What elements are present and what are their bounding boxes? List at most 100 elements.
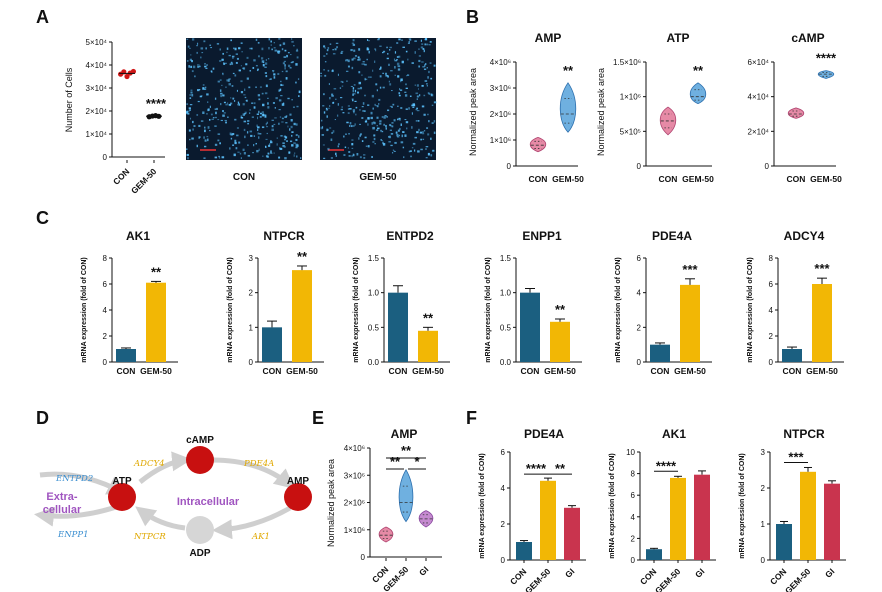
cell-speck bbox=[298, 90, 301, 94]
cell-speck bbox=[237, 151, 240, 153]
cell-speck bbox=[380, 129, 382, 132]
cell-speck bbox=[359, 134, 361, 137]
cell-speck bbox=[392, 103, 395, 106]
y-tick-label: 5×10⁴ bbox=[86, 38, 108, 47]
y-tick-label: 8 bbox=[103, 254, 108, 263]
y-tick-label: 5×10⁵ bbox=[620, 127, 641, 136]
cell-speck bbox=[400, 78, 403, 82]
cell-speck bbox=[255, 86, 257, 88]
cell-speck bbox=[219, 60, 222, 62]
cell-speck bbox=[266, 126, 269, 128]
cell-speck bbox=[380, 138, 382, 141]
cell-speck bbox=[220, 119, 223, 122]
cell-speck bbox=[408, 150, 411, 153]
cell-speck bbox=[245, 100, 248, 102]
cell-speck bbox=[270, 44, 272, 46]
cell-speck bbox=[221, 58, 224, 61]
x-tick-label: GEM-50 bbox=[412, 366, 444, 376]
cell-speck bbox=[352, 43, 356, 46]
cell-speck bbox=[379, 45, 382, 47]
cell-speck bbox=[426, 127, 429, 129]
cell-speck bbox=[299, 157, 302, 159]
cell-speck bbox=[212, 117, 215, 119]
cell-speck bbox=[322, 93, 325, 96]
cell-speck bbox=[382, 50, 386, 53]
cell-speck bbox=[394, 141, 397, 144]
x-tick-label: GI bbox=[563, 566, 576, 579]
cell-speck bbox=[264, 62, 268, 65]
chart-title: NTPCR bbox=[783, 427, 825, 441]
cell-speck bbox=[225, 103, 228, 106]
cell-speck bbox=[383, 123, 386, 126]
y-tick-label: 2 bbox=[637, 323, 642, 332]
x-tick-label: CON bbox=[508, 566, 528, 586]
cell-speck bbox=[419, 94, 421, 97]
cell-speck bbox=[404, 91, 407, 93]
cell-speck bbox=[433, 64, 436, 67]
x-tick-label: CON bbox=[263, 366, 282, 376]
cell-speck bbox=[381, 116, 384, 118]
cell-speck bbox=[204, 139, 207, 142]
y-axis-label: Number of Cells bbox=[64, 67, 74, 132]
cell-speck bbox=[243, 120, 247, 123]
cell-speck bbox=[347, 108, 350, 110]
y-tick-label: 3 bbox=[761, 448, 766, 457]
enzyme-adcy4: ADCY4 bbox=[133, 459, 164, 469]
cell-speck bbox=[421, 105, 425, 108]
cell-speck bbox=[376, 105, 379, 108]
y-tick-label: 1 bbox=[761, 520, 766, 529]
cell-speck bbox=[196, 51, 198, 54]
y-tick-label: 4 bbox=[501, 484, 506, 493]
cell-speck bbox=[260, 57, 264, 60]
cell-speck bbox=[224, 62, 227, 64]
cell-speck bbox=[363, 156, 366, 159]
cell-speck bbox=[261, 47, 264, 51]
cell-speck bbox=[386, 57, 389, 60]
cell-speck bbox=[265, 138, 268, 140]
cell-speck bbox=[295, 123, 298, 126]
cell-speck bbox=[375, 49, 377, 52]
cell-speck bbox=[320, 75, 323, 77]
y-tick-label: 2 bbox=[761, 484, 766, 493]
cell-speck bbox=[361, 117, 364, 120]
cell-speck bbox=[228, 78, 231, 80]
cell-speck bbox=[427, 152, 430, 156]
cell-speck bbox=[351, 147, 354, 149]
violin-shape bbox=[529, 136, 547, 153]
cell-speck bbox=[206, 93, 209, 96]
y-tick-label: 2×10⁶ bbox=[344, 499, 365, 508]
cell-speck bbox=[368, 50, 370, 54]
cell-speck bbox=[261, 126, 265, 129]
cell-speck bbox=[239, 152, 242, 155]
cell-speck bbox=[352, 93, 355, 96]
cell-speck bbox=[339, 87, 342, 89]
cell-speck bbox=[351, 155, 353, 158]
cell-speck bbox=[336, 46, 338, 49]
y-axis-label: mRNA expression (fold of CON) bbox=[747, 257, 754, 363]
cell-speck bbox=[412, 142, 416, 145]
cell-speck bbox=[406, 75, 408, 77]
cell-speck bbox=[385, 127, 387, 130]
cell-speck bbox=[289, 113, 292, 116]
cell-speck bbox=[234, 47, 237, 51]
y-tick-label: 1×10⁶ bbox=[490, 136, 511, 145]
cell-speck bbox=[269, 78, 272, 80]
cell-speck bbox=[204, 63, 206, 65]
cell-speck bbox=[281, 121, 284, 123]
cell-speck bbox=[273, 73, 276, 76]
cell-speck bbox=[274, 49, 278, 52]
cell-speck bbox=[368, 40, 370, 42]
x-tick-label: GI bbox=[417, 564, 430, 577]
cell-speck bbox=[277, 50, 281, 53]
y-axis-label: mRNA expression (fold of CON) bbox=[609, 453, 616, 559]
cell-speck bbox=[405, 50, 408, 53]
cell-speck bbox=[284, 49, 287, 52]
cell-speck bbox=[350, 49, 353, 52]
cell-speck bbox=[284, 135, 286, 138]
cell-speck bbox=[332, 130, 335, 133]
cell-speck bbox=[323, 69, 325, 71]
cell-speck bbox=[187, 45, 190, 48]
cell-speck bbox=[428, 92, 431, 95]
cell-speck bbox=[393, 58, 396, 61]
cell-speck bbox=[411, 146, 414, 149]
